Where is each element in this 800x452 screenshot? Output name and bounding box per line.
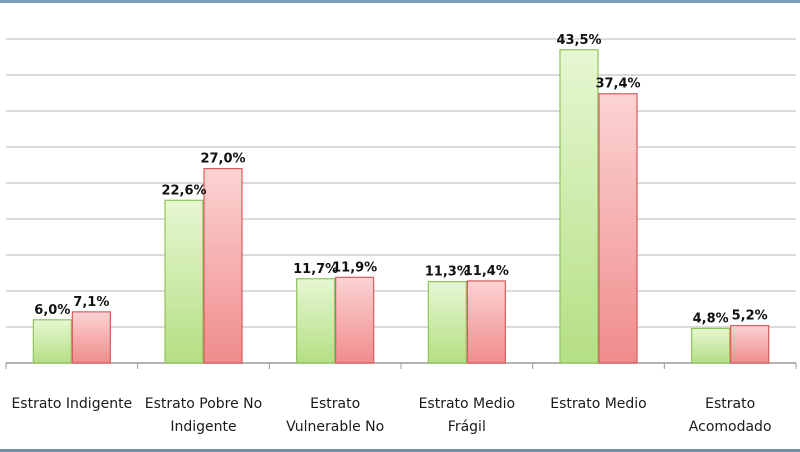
data-label: 4,8% [693,311,729,326]
value-labels: 6,0%7,1% 22,6% 27,0% 11,7%11,9% 11,3%11,4% 43… [34,33,767,327]
gridlines [6,38,796,364]
data-label: 27,0% [200,152,245,167]
bar [691,327,731,364]
data-label: 11,3% [425,265,470,280]
x-axis: Estrato Indigente Estrato Pobre No Indigen… [5,363,797,435]
bar [164,199,204,364]
category-label: Estrato Pobre No [145,396,262,412]
bar-chart: 6,0%7,1% 22,6% 27,0% 11,7%11,9% 11,3%11,4% 43… [5,33,797,435]
category-label: Estrato [310,396,360,412]
bar [335,276,375,364]
bar [730,324,770,364]
category-label: Indigente [170,419,236,435]
bar [71,311,111,364]
data-label: 6,0% [34,303,70,318]
data-label: 11,9% [332,260,377,275]
data-label: 11,7% [293,262,338,277]
bar [598,93,638,364]
bar [427,281,467,364]
category-label: Acomodado [689,419,772,435]
bars [32,49,770,364]
bar [203,168,243,364]
category-label: Vulnerable No [286,419,384,435]
category-label: Estrato Indigente [11,396,132,412]
category-label: Estrato Medio [550,396,647,412]
category-label: Estrato Medio [419,396,516,412]
data-label: 22,6% [161,183,206,198]
category-label: Frágil [448,419,486,435]
data-label: 5,2% [732,309,768,324]
category-label: Estrato [705,396,755,412]
data-label: 43,5% [556,33,601,48]
bar [296,278,336,364]
bar [32,319,72,364]
bar [559,49,599,364]
data-label: 37,4% [595,77,640,92]
data-label: 11,4% [464,264,509,279]
bar [466,280,506,364]
data-label: 7,1% [73,295,109,310]
